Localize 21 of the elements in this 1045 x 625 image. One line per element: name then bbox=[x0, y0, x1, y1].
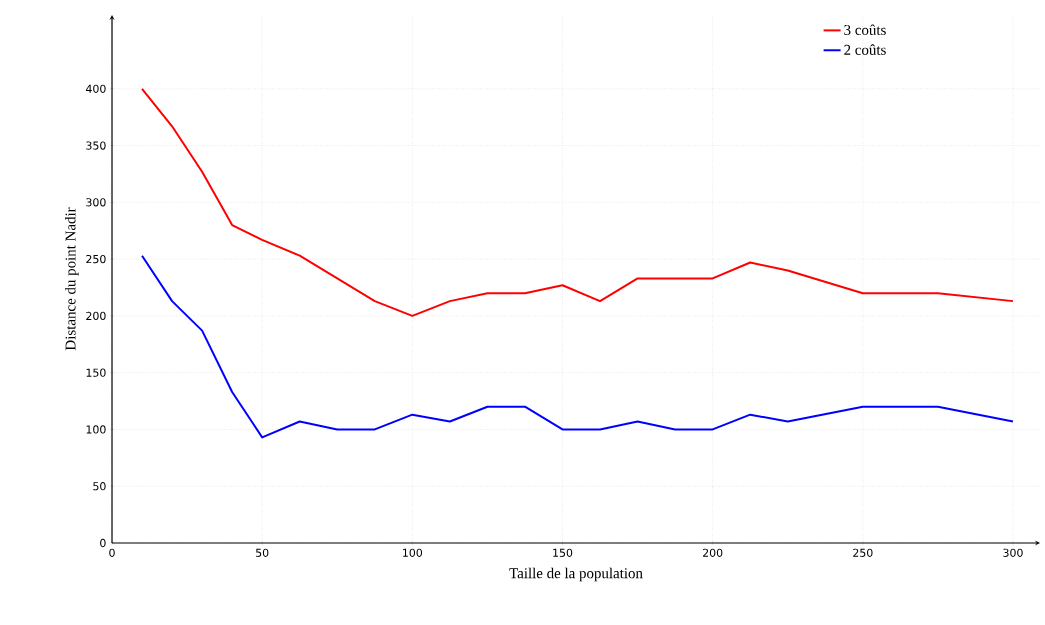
x-tick-label: 50 bbox=[256, 548, 269, 557]
x-tick-label: 250 bbox=[853, 548, 873, 557]
y-tick-label: 300 bbox=[86, 198, 106, 207]
y-tick-label: 350 bbox=[86, 141, 106, 150]
legend-label: 3 coûts bbox=[844, 24, 886, 35]
y-tick-label: 100 bbox=[86, 425, 106, 434]
y-tick-label: 250 bbox=[86, 254, 106, 264]
y-tick-label: 200 bbox=[86, 311, 106, 321]
y-tick-label: 0 bbox=[100, 538, 106, 548]
x-axis-title: Taille de la population bbox=[509, 567, 643, 582]
y-tick-label: 400 bbox=[85, 84, 106, 93]
line-series bbox=[141, 254, 1014, 439]
x-tick-label: 150 bbox=[553, 548, 573, 557]
x-tick-label: 300 bbox=[1003, 548, 1023, 557]
legend-label: 2 coûts bbox=[844, 44, 886, 55]
y-tick-label: 50 bbox=[93, 482, 106, 491]
y-axis-title: Distance du point Nadir bbox=[65, 207, 79, 351]
x-tick-label: 200 bbox=[703, 548, 723, 557]
x-tick-label: 100 bbox=[403, 548, 423, 557]
x-tick-label: 0 bbox=[109, 548, 115, 557]
y-tick-label: 150 bbox=[86, 368, 106, 377]
